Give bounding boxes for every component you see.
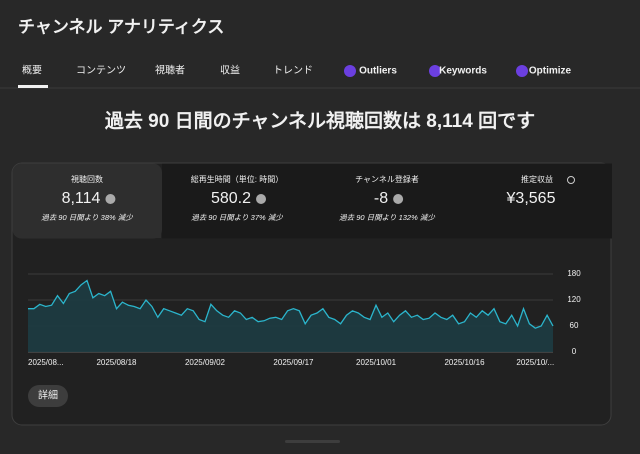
- tab-icon[interactable]: [344, 65, 356, 77]
- headline: 過去 90 日間のチャンネル視聴回数は 8,114 回です: [105, 109, 535, 132]
- down-icon: [393, 194, 404, 204]
- x-tick-label: 2025/10/16: [444, 358, 485, 367]
- tab-icon[interactable]: [516, 65, 528, 77]
- metric-note: 過去 90 日間より 38% 減少: [41, 213, 133, 222]
- page-title: チャンネル アナリティクス: [18, 17, 224, 36]
- metric-label: 推定収益: [521, 174, 553, 184]
- tab[interactable]: コンテンツ: [76, 66, 126, 77]
- down-icon: [105, 194, 116, 204]
- tab[interactable]: トレンド: [273, 66, 313, 77]
- metric-cell: [20, 175, 161, 238]
- line: [28, 279, 554, 329]
- tab-icon[interactable]: [429, 65, 441, 77]
- down-icon: [256, 194, 267, 204]
- tab[interactable]: 概要: [22, 64, 42, 77]
- area: [28, 280, 553, 352]
- metric-note: 過去 90 日間より 132% 減少: [339, 213, 435, 222]
- x-tick-label: 2025/08...: [28, 358, 64, 367]
- tab[interactable]: 収益: [220, 64, 240, 77]
- x-tick-label: 2025/08/18: [96, 358, 137, 367]
- metric-value: 580.2: [211, 190, 251, 207]
- y-tick-label: 60: [570, 321, 579, 330]
- metric-cell[interactable]: [162, 163, 312, 239]
- metric-note: 過去 90 日間より 37% 減少: [191, 213, 283, 222]
- tab[interactable]: Keywords: [439, 66, 487, 77]
- tab[interactable]: 視聴者: [155, 64, 185, 77]
- tab[interactable]: Optimize: [529, 66, 572, 77]
- tab[interactable]: Outliers: [359, 66, 397, 77]
- metric-label: 総再生時間（単位: 時間）: [191, 174, 283, 184]
- metric-value: ¥3,565: [506, 190, 556, 207]
- active-tab-underline: [18, 85, 48, 88]
- x-tick-label: 2025/09/02: [185, 358, 226, 367]
- metric-label: 視聴回数: [71, 174, 103, 184]
- metric-cell[interactable]: [462, 163, 612, 239]
- scroll-handle: [285, 440, 340, 443]
- y-tick-label: 0: [572, 347, 577, 356]
- metric-label: チャンネル登録者: [355, 174, 419, 184]
- details-button[interactable]: [28, 385, 68, 407]
- x-tick-label: 2025/10/...: [516, 358, 554, 367]
- metric-cell[interactable]: [312, 163, 462, 239]
- metric-value: 8,114: [62, 190, 101, 207]
- metric-value: -8: [374, 190, 388, 207]
- y-tick-label: 180: [567, 269, 581, 278]
- clock-icon: [567, 176, 575, 184]
- details-label[interactable]: 詳細: [38, 389, 58, 402]
- x-tick-label: 2025/10/01: [356, 358, 397, 367]
- x-tick-label: 2025/09/17: [273, 358, 314, 367]
- y-tick-label: 120: [567, 295, 581, 304]
